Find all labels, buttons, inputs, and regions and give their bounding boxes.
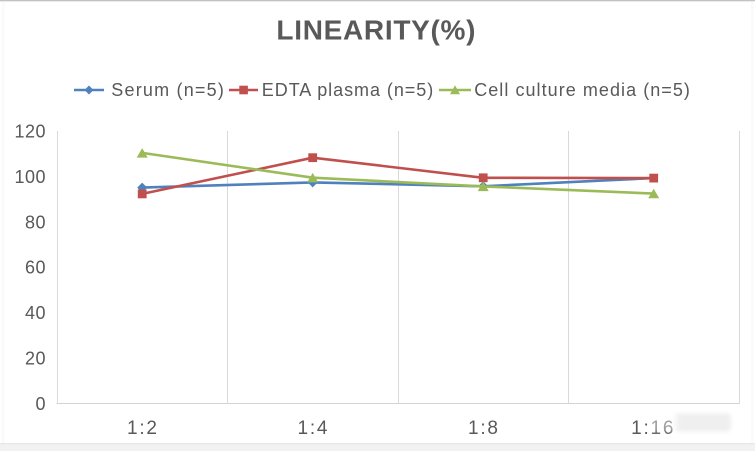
svg-text:1:2: 1:2	[127, 418, 159, 439]
svg-text:1:4: 1:4	[297, 418, 329, 439]
svg-text:100: 100	[14, 167, 46, 187]
svg-text:80: 80	[25, 212, 46, 232]
svg-text:Cell culture media (n=5): Cell culture media (n=5)	[474, 80, 691, 100]
svg-text:20: 20	[25, 348, 46, 368]
svg-text:LINEARITY(%): LINEARITY(%)	[276, 14, 476, 45]
svg-text:EDTA plasma (n=5): EDTA plasma (n=5)	[262, 80, 434, 100]
svg-text:60: 60	[25, 258, 46, 278]
svg-text:120: 120	[14, 122, 46, 142]
svg-text:40: 40	[25, 303, 46, 323]
svg-text:1:8: 1:8	[468, 418, 500, 439]
svg-text:0: 0	[35, 394, 46, 414]
svg-text:Serum (n=5): Serum (n=5)	[111, 80, 225, 100]
